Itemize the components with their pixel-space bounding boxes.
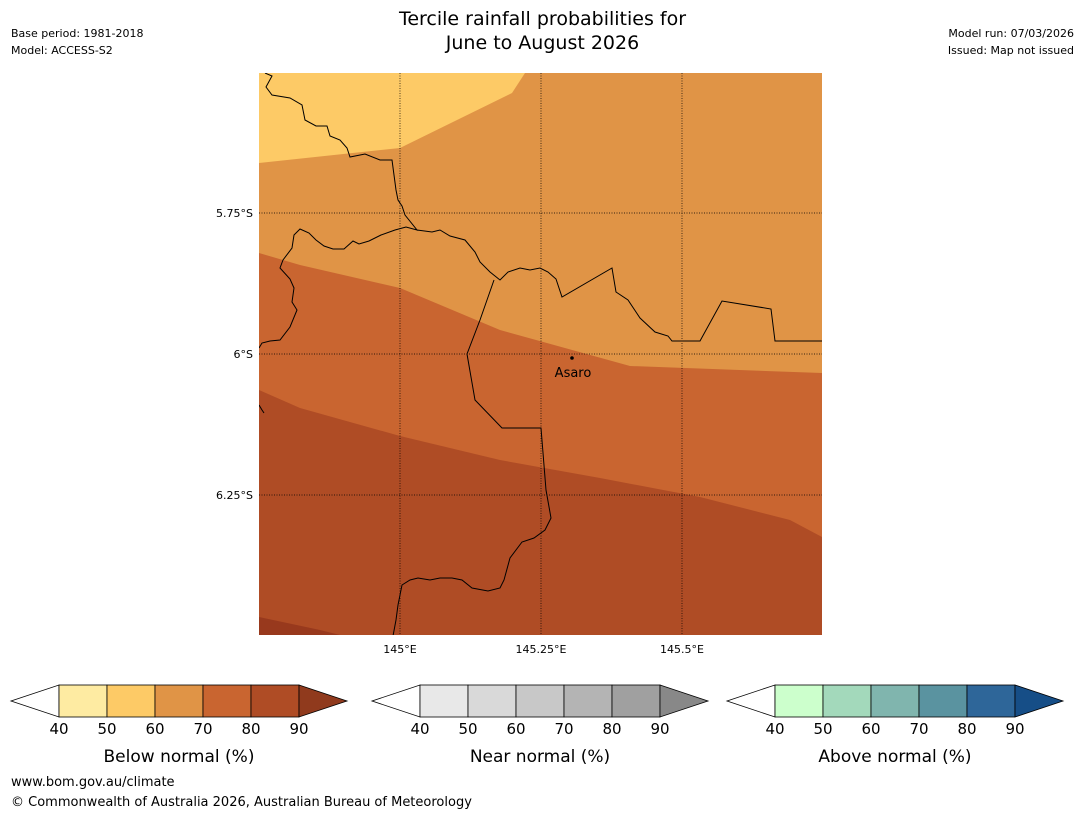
asaro-label: Asaro [555, 366, 592, 381]
near-normal-colorbar: 40 50 60 70 80 90 Near normal (%) [370, 684, 710, 767]
boundary-line-central [416, 229, 822, 342]
title-line-1: Tercile rainfall probabilities for [398, 8, 687, 30]
lon-label-145-25: 145.25°E [516, 643, 567, 656]
below-colorbar-segment [58, 684, 108, 718]
near-colorbar-segment [419, 684, 469, 718]
near-colorbar-over-arrow [659, 684, 710, 718]
above-colorbar-segment [870, 684, 920, 718]
below-colorbar-title: Below normal (%) [104, 747, 255, 767]
page-title: Tercile rainfall probabilities for June … [0, 7, 1085, 55]
below-colorbar-tick-label: 60 [145, 720, 164, 738]
near-colorbar-tick-label: 40 [410, 720, 429, 738]
above-normal-colorbar: 40 50 60 70 80 90 Above normal (%) [725, 684, 1065, 767]
below-normal-colorbar: 40 50 60 70 80 90 Below normal (%) [9, 684, 349, 767]
colorbar-legends: 40 50 60 70 80 90 Below normal (%) 40 50 60 70 80 90… [9, 684, 1065, 767]
near-colorbar-segment [611, 684, 661, 718]
below-colorbar-tick-label: 90 [289, 720, 308, 738]
boundary-line-west-edge [259, 404, 265, 414]
below-colorbar-under-arrow [9, 684, 60, 718]
above-colorbar-segment [918, 684, 968, 718]
model-text: Model: ACCESS-S2 [11, 44, 113, 57]
below-colorbar-tick-label: 40 [49, 720, 68, 738]
graticule [259, 73, 822, 635]
above-colorbar-segment [966, 684, 1016, 718]
below-colorbar-segment [106, 684, 156, 718]
below-colorbar-segment [250, 684, 300, 718]
footer-url: www.bom.gov.au/climate [11, 775, 175, 790]
below-colorbar-tick-label: 70 [193, 720, 212, 738]
lat-label-6-25: 6.25°S [216, 489, 253, 502]
above-colorbar-segment [774, 684, 824, 718]
model-run-text: Model run: 07/03/2026 [948, 27, 1074, 40]
above-colorbar-title: Above normal (%) [818, 747, 971, 767]
near-colorbar-segment [467, 684, 517, 718]
lon-label-145: 145°E [383, 643, 416, 656]
below-colorbar-segment [202, 684, 252, 718]
above-colorbar-segment [822, 684, 872, 718]
below-colorbar-tick-label: 50 [97, 720, 116, 738]
above-colorbar-tick-label: 80 [957, 720, 976, 738]
above-colorbar-tick-label: 90 [1005, 720, 1024, 738]
title-line-2: June to August 2026 [445, 32, 640, 54]
lon-label-145-5: 145.5°E [660, 643, 704, 656]
above-colorbar-under-arrow [725, 684, 776, 718]
lat-label-5-75: 5.75°S [216, 207, 253, 220]
above-colorbar-tick-label: 60 [861, 720, 880, 738]
asaro-marker [570, 356, 574, 360]
lat-label-6: 6°S [234, 348, 253, 361]
near-colorbar-tick-label: 60 [506, 720, 525, 738]
below-colorbar-segment [154, 684, 204, 718]
contour-band-50 [259, 73, 525, 163]
footer-copyright: © Commonwealth of Australia 2026, Austra… [11, 795, 472, 810]
base-period-text: Base period: 1981-2018 [11, 27, 144, 40]
issued-text: Issued: Map not issued [947, 44, 1074, 57]
near-colorbar-tick-label: 80 [602, 720, 621, 738]
below-colorbar-over-arrow [298, 684, 349, 718]
above-colorbar-over-arrow [1014, 684, 1065, 718]
contour-band-90 [259, 617, 340, 635]
above-colorbar-tick-label: 40 [765, 720, 784, 738]
near-colorbar-title: Near normal (%) [470, 747, 610, 767]
near-colorbar-under-arrow [370, 684, 421, 718]
below-colorbar-tick-label: 80 [241, 720, 260, 738]
probability-contours [259, 73, 822, 635]
near-colorbar-tick-label: 50 [458, 720, 477, 738]
boundary-line-north [259, 73, 419, 349]
near-colorbar-segment [563, 684, 613, 718]
province-boundaries [259, 73, 822, 635]
above-colorbar-tick-label: 70 [909, 720, 928, 738]
near-colorbar-tick-label: 70 [554, 720, 573, 738]
near-colorbar-tick-label: 90 [650, 720, 669, 738]
boundary-line-south [392, 279, 552, 635]
near-colorbar-segment [515, 684, 565, 718]
above-colorbar-tick-label: 50 [813, 720, 832, 738]
